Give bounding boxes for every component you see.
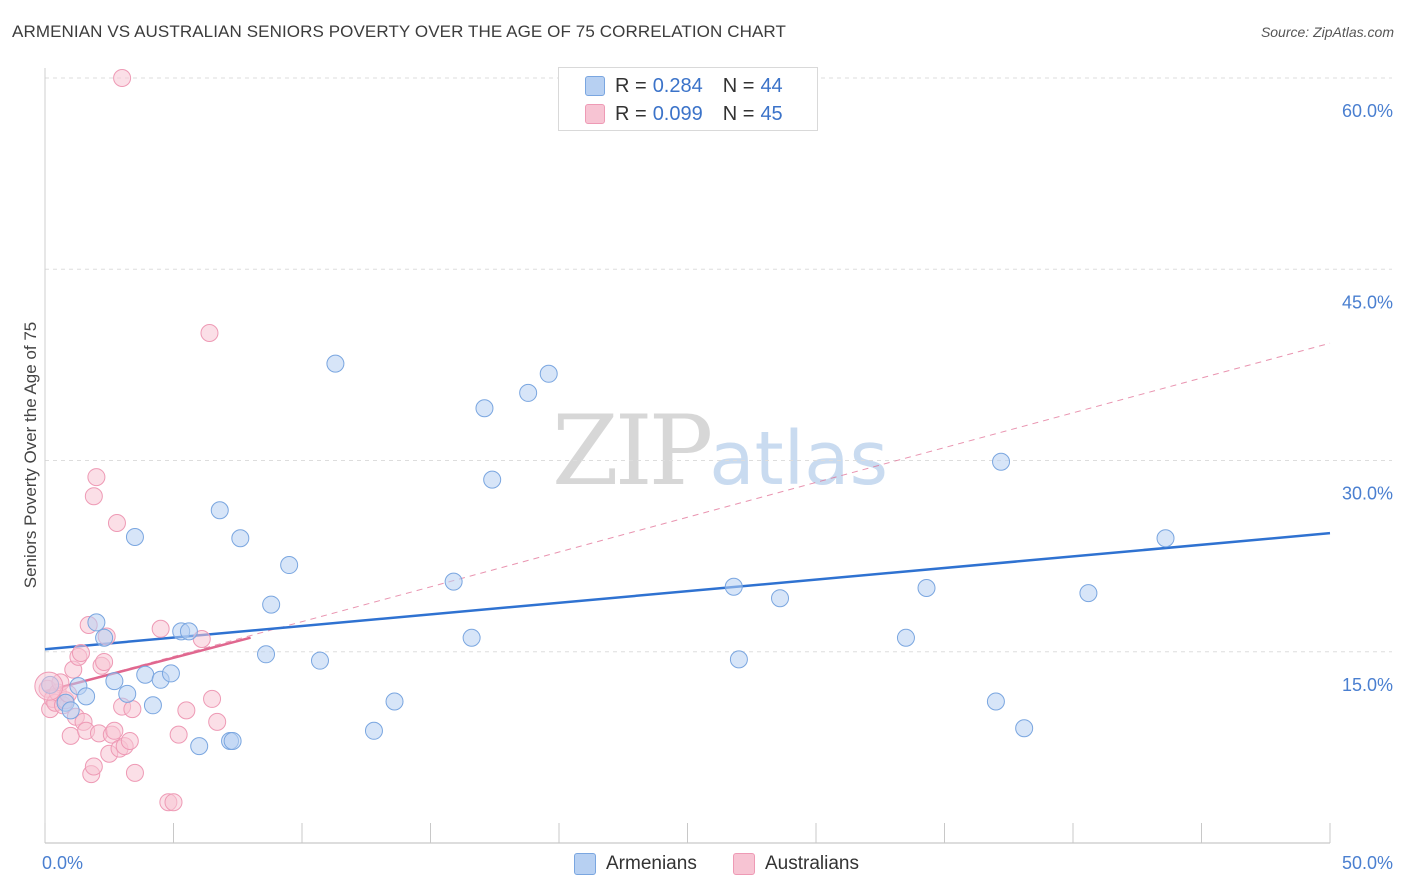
armenians-point <box>87 613 106 632</box>
armenians-point <box>364 721 383 740</box>
y-tick-label-15: 15.0% <box>1342 675 1393 695</box>
armenians-point <box>262 595 281 614</box>
legend-row-australians: R = 0.099 N = 45 <box>585 101 783 127</box>
armenians-point <box>1156 529 1175 548</box>
watermark-zip: ZIP <box>552 395 713 507</box>
australians-point <box>200 324 219 342</box>
armenians-point <box>385 692 404 711</box>
armenians-point <box>136 665 155 684</box>
bottom-armenians-swatch <box>574 853 596 875</box>
armenians-point <box>77 687 96 706</box>
armenians-point <box>462 628 481 647</box>
grid-lines <box>45 77 1392 653</box>
australians-point <box>61 726 80 745</box>
armenians-swatch <box>585 76 605 96</box>
armenians-point <box>125 528 144 546</box>
armenians-point <box>483 470 502 489</box>
australians-point <box>71 644 90 663</box>
australians-point <box>120 732 139 750</box>
australians-n-value: 45 <box>760 102 783 125</box>
bottom-legend-australians: Australians <box>733 851 859 877</box>
armenians-point <box>257 645 276 664</box>
x-tick-label-min: 0.0% <box>42 853 83 873</box>
legend-row-armenians: R = 0.284 N = 44 <box>585 73 783 99</box>
australians-point <box>95 652 114 671</box>
armenians-point <box>896 628 915 647</box>
australians-point <box>208 712 227 731</box>
armenians-point <box>326 354 345 373</box>
armenians-point <box>223 732 242 750</box>
australians-point <box>107 513 126 532</box>
australians-point <box>84 757 103 776</box>
armenians-point <box>280 556 299 575</box>
australians-point <box>164 793 183 812</box>
australians-trend-extended <box>44 342 1331 692</box>
armenians-point <box>61 701 80 720</box>
armenians-point <box>917 579 936 597</box>
armenians-point <box>729 650 748 669</box>
watermark: ZIPatlas <box>552 395 888 507</box>
armenians-point <box>986 692 1005 711</box>
bottom-legend-armenians: Armenians <box>574 851 697 877</box>
australians-point <box>84 487 103 506</box>
armenians-r-label: R = <box>615 74 647 97</box>
australians-point <box>151 619 170 638</box>
australians-point <box>203 689 222 708</box>
armenians-point <box>1015 719 1034 738</box>
armenians-trend-line <box>44 531 1331 651</box>
chart-title: ARMENIAN VS AUSTRALIAN SENIORS POVERTY O… <box>12 22 786 41</box>
armenians-point <box>519 383 538 402</box>
australians-cluster-point <box>34 671 64 701</box>
armenians-point <box>539 364 558 383</box>
y-axis-label: Seniors Poverty Over the Age of 75 <box>21 322 40 588</box>
armenians-n-value: 44 <box>760 74 783 97</box>
armenians-point <box>992 452 1011 471</box>
australians-point <box>125 763 144 782</box>
tick-labels: 15.0% 30.0% 45.0% 60.0% 0.0% 50.0% <box>42 101 1393 873</box>
y-tick-label-30: 30.0% <box>1342 484 1393 504</box>
australians-point <box>105 721 124 740</box>
armenians-point <box>724 577 743 596</box>
australians-r-label: R = <box>615 102 647 125</box>
australians-swatch <box>585 104 605 124</box>
armenians-point <box>210 501 229 520</box>
armenians-point <box>475 399 494 418</box>
armenians-point <box>310 651 329 670</box>
data-points <box>34 69 1175 812</box>
armenians-r-value: 0.284 <box>652 74 703 97</box>
australians-point <box>123 700 142 719</box>
australians-point <box>169 725 188 744</box>
armenians-point <box>1079 584 1098 603</box>
y-tick-label-60: 60.0% <box>1342 101 1393 121</box>
armenians-point <box>118 684 137 703</box>
axes <box>44 68 1331 844</box>
armenians-point <box>444 572 463 591</box>
australians-point <box>113 69 132 87</box>
armenians-point <box>161 664 180 683</box>
bottom-australians-label: Australians <box>765 853 859 874</box>
australians-point <box>177 701 196 720</box>
armenians-point <box>105 672 124 691</box>
armenians-point <box>143 696 162 715</box>
x-tick-label-max: 50.0% <box>1342 853 1393 873</box>
australians-n-label: N = <box>722 102 755 125</box>
bottom-armenians-label: Armenians <box>606 853 697 874</box>
australians-r-value: 0.099 <box>652 102 703 125</box>
armenians-point <box>179 622 198 641</box>
trend-lines <box>44 342 1331 693</box>
armenians-point <box>231 529 250 548</box>
y-tick-label-45: 45.0% <box>1342 292 1393 312</box>
armenians-n-label: N = <box>722 74 755 97</box>
australians-point <box>87 468 106 487</box>
watermark-atlas: atlas <box>709 416 889 502</box>
correlation-legend: R = 0.284 N = 44 R = 0.099 N = 45 <box>558 67 818 131</box>
armenians-point <box>95 628 114 647</box>
armenians-point <box>190 737 209 756</box>
bottom-australians-swatch <box>733 853 755 875</box>
source-label: Source: ZipAtlas.com <box>1260 24 1394 40</box>
armenians-point <box>771 589 790 608</box>
